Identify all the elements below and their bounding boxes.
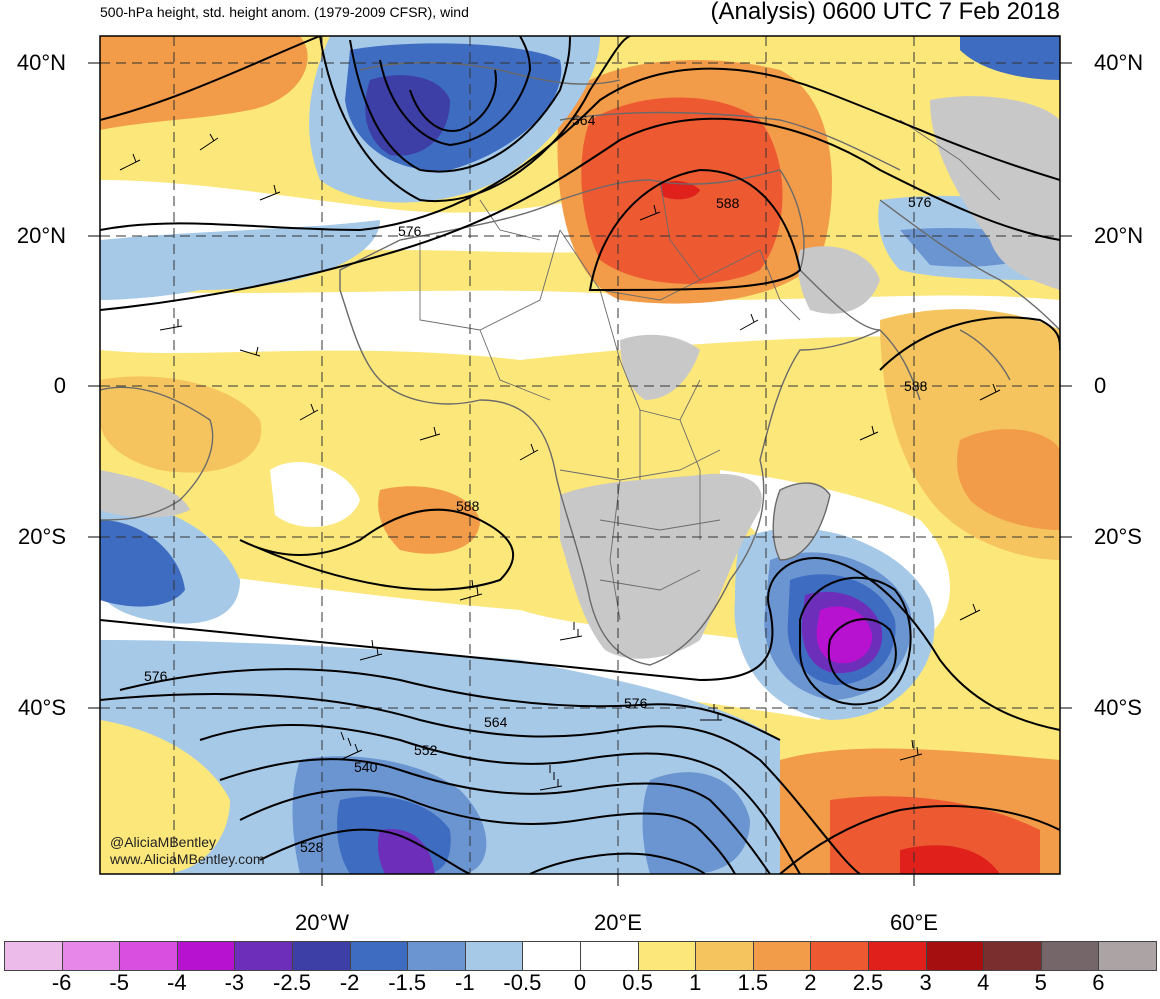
- colorbar-swatch: [349, 941, 409, 971]
- colorbar-swatch: [176, 941, 236, 971]
- colorbar-swatch: [868, 941, 927, 971]
- contour-label: 564: [484, 714, 508, 730]
- colorbar-swatch: [234, 941, 293, 971]
- colorbar-label: -6: [51, 970, 72, 995]
- contour-label: 588: [716, 195, 740, 211]
- colorbar-label: -3: [224, 970, 245, 995]
- colorbar-label: 1: [689, 970, 702, 995]
- lon-label: 60°E: [890, 910, 938, 935]
- lat-label-left: 20°N: [16, 223, 66, 248]
- negative-anomaly-sw-core: [100, 520, 185, 607]
- positive-anomaly-far-southwest: [100, 720, 230, 874]
- colorbar-label: 3: [919, 970, 932, 995]
- colorbar-swatch: [637, 941, 697, 971]
- country-borders: [419, 119, 1001, 621]
- contour-label: 528: [300, 839, 324, 855]
- colorbar-swatch: [810, 941, 869, 971]
- lat-label-right: 40°N: [1094, 50, 1144, 75]
- colorbar-swatch: [522, 941, 581, 971]
- colorbar-label: -4: [167, 970, 187, 995]
- negative-anomaly-northeast: [960, 36, 1060, 80]
- colorbar-swatch: [1098, 941, 1157, 971]
- colorbar-label: 6: [1092, 970, 1105, 995]
- negative-anomaly-cutoff-low-core: [816, 606, 873, 664]
- map-subtitle: 500-hPa height, std. height anom. (1979-…: [100, 4, 469, 20]
- lat-label-left: 20°S: [18, 524, 66, 549]
- colorbar-label: -1: [455, 970, 475, 995]
- contour-label-group: 564 588 576 576 588 588 576 576 564 552 …: [144, 112, 932, 855]
- land-arabia: [798, 246, 880, 314]
- land-southwest-asia: [930, 96, 1060, 290]
- colorbar-label: -2: [339, 970, 360, 995]
- lat-label-left: 40°N: [16, 50, 66, 75]
- positive-anomaly-north-africa-max: [660, 180, 700, 200]
- lon-label: 20°E: [594, 910, 642, 935]
- colorbar-swatch: [464, 941, 524, 971]
- colorbar-swatch: [4, 941, 63, 971]
- colorbar-swatch: [1040, 941, 1100, 971]
- colorbar-swatch: [983, 941, 1042, 971]
- coastlines: [100, 61, 1060, 666]
- map-frame: [99, 35, 1061, 875]
- colorbar-swatch: [752, 941, 812, 971]
- axis-ticks: [88, 62, 1072, 886]
- colorbar-label: 5: [1034, 970, 1047, 995]
- analysis-map: 564 588 576 576 588 588 576 576 564 552 …: [88, 35, 1072, 886]
- positive-anomaly-southeast-max: [900, 845, 1000, 874]
- lon-label: 20°W: [294, 910, 350, 935]
- negative-anomaly-subtropical-atlantic: [100, 220, 380, 300]
- colorbar-label: 2.5: [852, 970, 884, 995]
- contour-label: 540: [354, 759, 378, 775]
- lat-label-right: 0: [1094, 373, 1107, 398]
- colorbar-label: 4: [977, 970, 990, 995]
- contour-label: 576: [624, 695, 648, 711]
- lat-label-left: 0: [53, 373, 66, 398]
- colorbar-swatch: [925, 941, 985, 971]
- contour-label: 588: [456, 498, 480, 514]
- neutral-anomaly-patch: [270, 461, 360, 527]
- contour-label: 576: [398, 223, 422, 239]
- colorbar-label: 0: [573, 970, 587, 995]
- negative-anomaly-southern-trough-core: [377, 829, 435, 874]
- colorbar-label: -5: [109, 970, 129, 995]
- positive-anomaly-nw: [100, 36, 308, 130]
- colorbar-label: 2: [804, 970, 817, 995]
- graticule: [100, 36, 1060, 874]
- author-website: www.AliciaMBentley.com: [110, 851, 265, 867]
- colorbar-label: -2.5: [273, 970, 311, 995]
- colorbar-swatch: [292, 941, 351, 971]
- colorbar-label: -0.5: [503, 970, 542, 995]
- negative-anomaly-southern-trough-east: [642, 772, 750, 874]
- positive-anomaly-equatorial-west: [100, 376, 262, 473]
- author-handle: @AliciaMBentley: [110, 834, 217, 850]
- contour-label: 576: [144, 668, 168, 684]
- contour-label: 576: [908, 194, 932, 210]
- contour-label: 564: [572, 112, 596, 128]
- colorbar-swatch: [580, 941, 639, 971]
- lat-label-right: 20°S: [1094, 524, 1142, 549]
- contour-label: 588: [904, 378, 928, 394]
- neutral-anomaly-band-south: [100, 560, 820, 720]
- colorbar-label: 1.5: [737, 970, 769, 995]
- colorbar-swatch: [61, 941, 121, 971]
- lat-label-right: 20°N: [1094, 223, 1144, 248]
- colorbar-label: -1.5: [388, 970, 427, 995]
- land-east-africa: [620, 334, 700, 400]
- colorbar-swatch: [695, 941, 754, 971]
- positive-anomaly-indian-ocean-core: [957, 429, 1060, 530]
- contour-label: 552: [414, 742, 438, 758]
- negative-anomaly-north-atlantic-core: [365, 75, 450, 156]
- land-madagascar: [773, 483, 830, 560]
- height-contours: [100, 36, 1060, 874]
- lat-label-left: 40°S: [18, 695, 66, 720]
- map-title: (Analysis) 0600 UTC 7 Feb 2018: [710, 0, 1061, 25]
- lat-label-right: 40°S: [1094, 695, 1142, 720]
- colorbar-swatch: [119, 941, 178, 971]
- wind-barbs: [119, 133, 1001, 791]
- colorbar-label: 0.5: [622, 970, 653, 995]
- colorbar-swatch: [407, 941, 466, 971]
- land-south-america: [100, 470, 190, 518]
